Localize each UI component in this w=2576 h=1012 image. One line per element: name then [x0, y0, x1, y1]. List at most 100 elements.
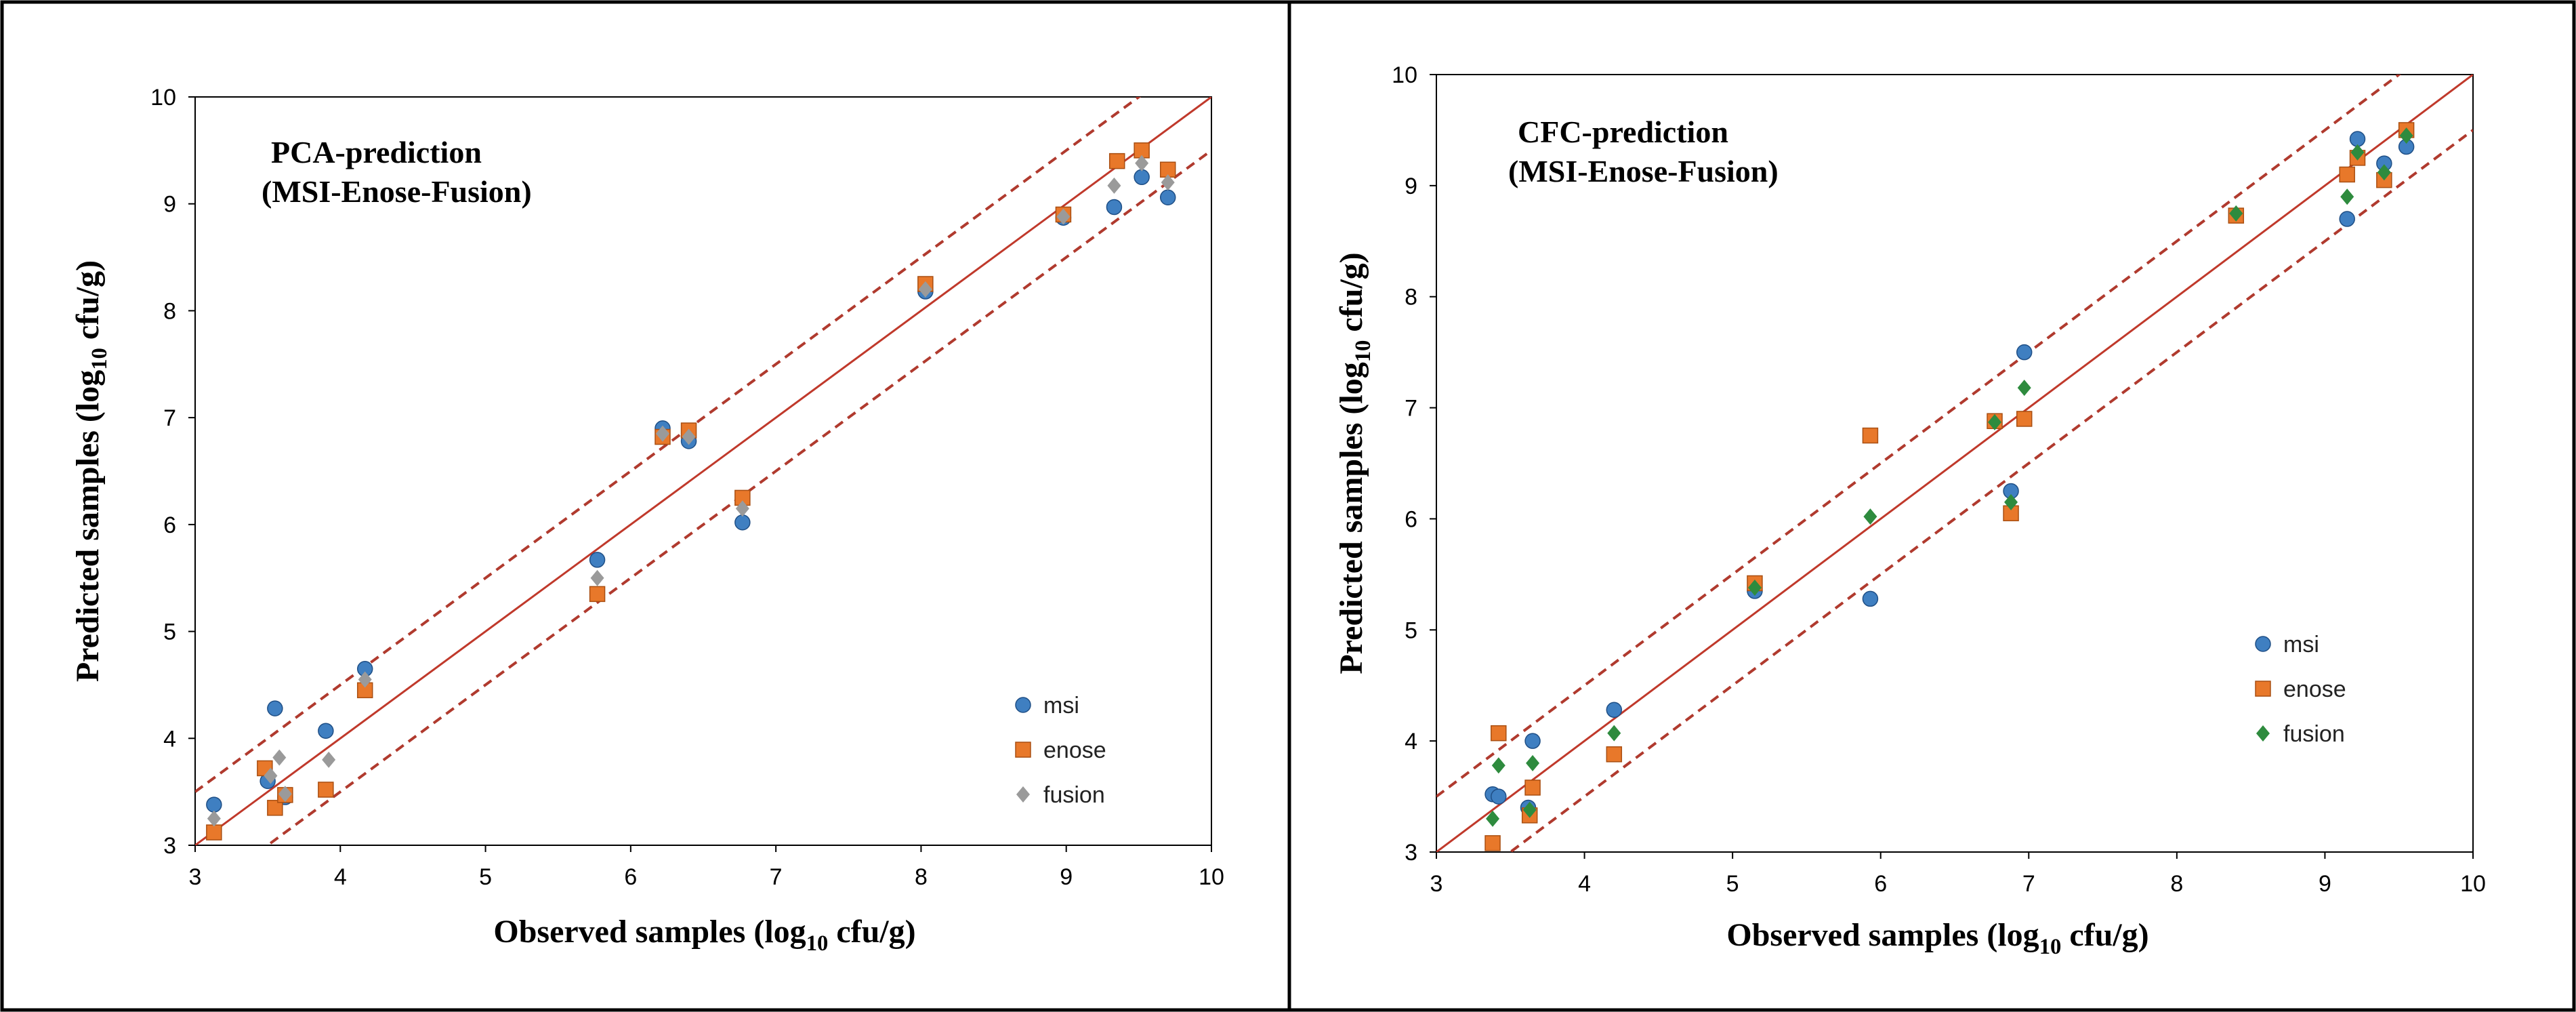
y-axis-label: Predicted samples (log10 cfu/g)	[70, 260, 112, 682]
x-tick-label: 8	[915, 864, 928, 890]
y-tick-label: 5	[1405, 618, 1417, 643]
fusion-point	[264, 767, 278, 784]
enose-point	[318, 782, 334, 798]
x-tick-label: 10	[2460, 871, 2486, 897]
fusion-point	[918, 281, 932, 298]
msi-point	[734, 514, 751, 531]
y-tick-label: 4	[1405, 729, 1417, 754]
y-axis-label: Predicted samples (log10 cfu/g)	[1333, 252, 1375, 674]
x-tick-label: 4	[334, 864, 347, 890]
fusion-point	[358, 671, 372, 688]
legend-msi-label: msi	[1043, 693, 1079, 718]
y-tick-label: 3	[163, 833, 176, 859]
x-tick-label: 9	[1060, 864, 1073, 890]
chart-panel-1: 3 4 5 6 7 8 9 10 3 4 5 6 7 8 9 10 PCA-prediction (MSI-Eno…	[70, 85, 1224, 956]
fusion-point	[1486, 810, 1500, 827]
y-tick-label: 3	[1405, 840, 1417, 866]
y-tick-label: 6	[1405, 506, 1417, 532]
fusion-point	[682, 428, 696, 445]
y-tick-label: 7	[1405, 396, 1417, 422]
enose-point	[589, 586, 606, 603]
fit-line	[195, 97, 1211, 845]
legend-fusion-label: fusion	[2283, 721, 2345, 747]
chart-annotation: PCA-prediction	[271, 135, 482, 169]
msi-point	[1491, 788, 1507, 805]
legend-fusion-marker	[2256, 725, 2270, 742]
legend-msi-marker	[2255, 636, 2271, 652]
legend-fusion-marker	[1016, 786, 1030, 803]
legend: msi enose fusion	[2255, 632, 2346, 747]
chart-annotation: (MSI-Enose-Fusion)	[262, 174, 532, 209]
x-axis-label: Observed samples (log10 cfu/g)	[493, 914, 915, 956]
fusion-point	[278, 786, 292, 803]
msi-point	[589, 552, 606, 568]
fusion-point	[1988, 413, 2002, 430]
x-tick-label: 7	[770, 864, 783, 890]
y-tick-label: 9	[163, 192, 176, 218]
fusion-point	[1056, 208, 1071, 225]
fusion-point	[1161, 174, 1175, 191]
enose-point	[2339, 166, 2355, 183]
enose-point	[206, 824, 222, 841]
lower-bound	[1508, 129, 2473, 852]
legend: msi enose fusion	[1015, 693, 1106, 808]
x-tick-label: 6	[624, 864, 637, 890]
msi-point	[1106, 199, 1123, 216]
fusion-point	[2399, 127, 2413, 144]
x-tick-label: 10	[1199, 864, 1224, 890]
msi-point	[1524, 733, 1541, 749]
fusion-point	[1491, 757, 1505, 774]
msi-point	[1159, 189, 1176, 206]
legend-enose-marker	[1015, 742, 1031, 758]
x-tick-label: 3	[1430, 871, 1443, 897]
x-tick-label: 5	[1726, 871, 1739, 897]
msi-point	[318, 723, 334, 739]
y-tick-label: 10	[150, 85, 176, 110]
enose-point	[1524, 780, 1541, 796]
fusion-point	[322, 751, 336, 768]
fusion-point	[2017, 380, 2031, 397]
x-tick-label: 9	[2319, 871, 2331, 897]
upper-bound	[1436, 75, 2402, 798]
x-tick-label: 4	[1578, 871, 1591, 897]
x-tick-label: 3	[189, 864, 202, 890]
fusion-point	[1863, 508, 1877, 525]
legend-enose-label: enose	[1043, 737, 1106, 763]
fusion-point	[735, 500, 749, 517]
enose-point	[267, 800, 283, 816]
fusion-point	[1526, 754, 1540, 771]
fusion-point	[1607, 725, 1621, 742]
y-tick-label: 9	[1405, 174, 1417, 199]
fusion-point	[2377, 164, 2391, 181]
fusion-point	[1107, 177, 1121, 194]
y-tick-label: 4	[163, 726, 176, 752]
fusion-point	[590, 569, 604, 586]
y-tick-label: 10	[1392, 62, 1417, 88]
series-fusion	[207, 155, 1175, 827]
fusion-point	[1135, 155, 1149, 171]
y-tick-label: 6	[163, 512, 176, 538]
x-axis-label: Observed samples (log10 cfu/g)	[1726, 917, 2148, 959]
legend-enose-label: enose	[2283, 676, 2346, 702]
legend-fusion-label: fusion	[1043, 782, 1105, 808]
enose-point	[1862, 427, 1879, 444]
fusion-point	[2004, 493, 2018, 510]
chart-panel-2: 3 4 5 6 7 8 9 10 3 4 5 6 7 8 9 10 CFC-prediction (MSI-Eno…	[1333, 62, 2486, 959]
fusion-point	[2229, 205, 2243, 222]
enose-point	[1491, 725, 1507, 742]
fusion-point	[207, 810, 221, 827]
msi-point	[1862, 590, 1879, 607]
x-tick-label: 7	[2022, 871, 2035, 897]
reference-lines	[1436, 75, 2473, 852]
series-fusion	[1486, 127, 2413, 827]
y-tick-label: 8	[1405, 285, 1417, 310]
fusion-point	[2350, 144, 2365, 161]
fit-line	[1436, 75, 2473, 852]
chart-annotation: CFC-prediction	[1518, 115, 1728, 149]
enose-point	[1484, 835, 1501, 851]
msi-point	[2339, 211, 2355, 227]
msi-point	[1134, 169, 1150, 186]
y-tick-label: 5	[163, 620, 176, 645]
legend-msi-marker	[1015, 697, 1031, 713]
